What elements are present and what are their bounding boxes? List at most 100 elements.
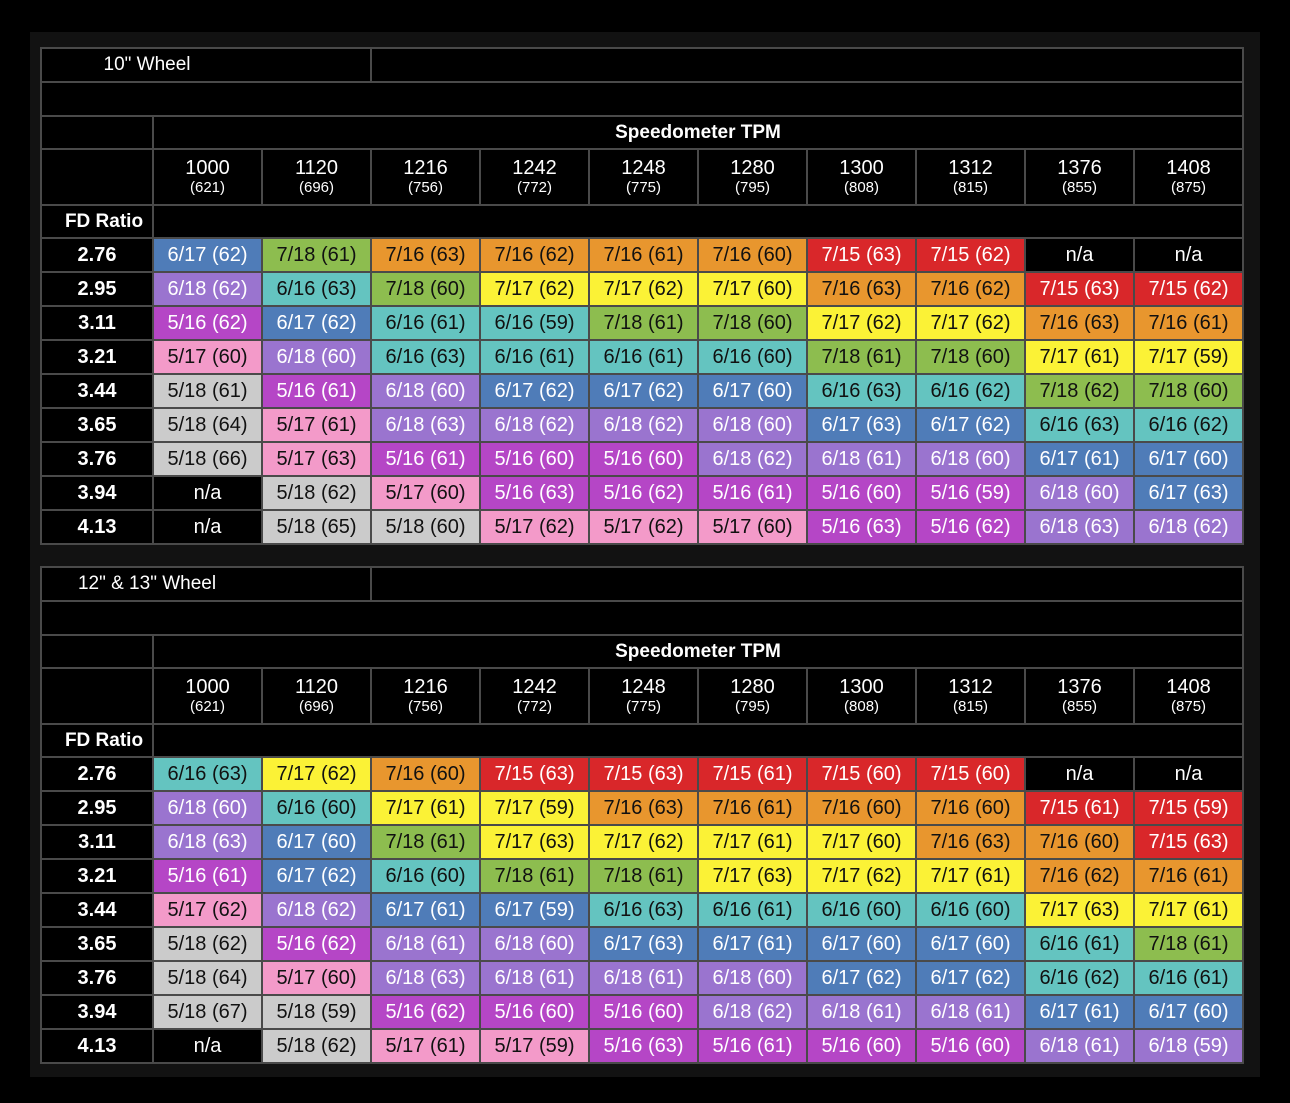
fd-ratio-value: 3.21 <box>40 858 154 894</box>
gear-cell: 6/17 (61) <box>697 926 809 962</box>
gear-cell: 7/15 (63) <box>806 237 918 273</box>
gear-cell: 6/16 (62) <box>915 373 1027 409</box>
gear-cell: 6/16 (60) <box>370 858 482 894</box>
gear-cell: 6/17 (61) <box>1024 994 1136 1030</box>
gear-cell: 6/16 (62) <box>1133 407 1245 443</box>
gear-cell: n/a <box>152 509 263 545</box>
gear-cell: 6/18 (62) <box>697 441 809 477</box>
gear-cell: 6/16 (61) <box>370 305 482 341</box>
gear-cell: 7/16 (63) <box>806 271 918 307</box>
table-row: 3.44 5/18 (61) 5/16 (61) 6/18 (60) 6/17 (62)… <box>40 373 1245 409</box>
gear-cell: 6/17 (62) <box>915 960 1027 996</box>
gear-cell: 6/17 (62) <box>152 237 263 273</box>
gear-cell: 6/17 (61) <box>1024 441 1136 477</box>
gear-cell: 5/17 (60) <box>697 509 809 545</box>
gear-cell: 6/18 (61) <box>806 994 918 1030</box>
column-header: 1376 (855) <box>1024 148 1136 206</box>
gear-cell: 6/17 (63) <box>1133 475 1245 511</box>
corner-cell <box>40 667 154 725</box>
tpm-value: 1248 <box>621 676 666 698</box>
fd-ratio-label: FD Ratio <box>40 204 154 239</box>
gear-cell: 7/16 (62) <box>915 271 1027 307</box>
gear-cell: 7/15 (63) <box>1024 271 1136 307</box>
gear-cell: 5/17 (60) <box>152 339 263 375</box>
gear-cell: 7/18 (61) <box>260 237 373 273</box>
gear-cell: 6/18 (61) <box>1024 1028 1136 1064</box>
table-row: 3.65 5/18 (62) 5/16 (62) 6/18 (61) 6/18 (60)… <box>40 926 1245 962</box>
tpm-value: 1000 <box>185 676 230 698</box>
gear-cell: 6/16 (63) <box>152 756 263 792</box>
gear-cell: 7/16 (61) <box>588 237 700 273</box>
fd-ratio-value: 4.13 <box>40 1028 154 1064</box>
corner-cell <box>40 634 154 669</box>
gear-cell: 7/16 (60) <box>806 790 918 826</box>
gear-cell: 5/18 (65) <box>260 509 373 545</box>
gear-cell: 6/17 (60) <box>1133 994 1245 1030</box>
gear-cell: 5/18 (62) <box>152 926 263 962</box>
tpm-sub-value: (772) <box>517 698 553 715</box>
tpm-sub-value: (696) <box>298 179 335 196</box>
tpm-value: 1408 <box>1166 157 1211 179</box>
tpm-value: 1280 <box>730 676 775 698</box>
table-title: 10" Wheel <box>39 47 373 83</box>
gear-cell: 7/18 (61) <box>588 305 700 341</box>
fd-ratio-value: 3.94 <box>40 994 154 1030</box>
fd-ratio-value: 3.76 <box>40 441 154 477</box>
column-header: 1300 (808) <box>806 667 918 725</box>
tpm-value: 1312 <box>948 157 993 179</box>
gear-cell: 7/18 (60) <box>697 305 809 341</box>
gear-cell: 7/17 (61) <box>915 858 1027 894</box>
column-header: 1408 (875) <box>1133 667 1245 725</box>
tpm-sub-value: (815) <box>953 698 989 715</box>
gear-cell: 5/18 (62) <box>260 1028 373 1064</box>
gear-cell: 6/17 (62) <box>260 858 373 894</box>
corner-cell <box>40 148 154 206</box>
gear-cell: 5/16 (62) <box>915 509 1027 545</box>
gear-cell: 7/16 (63) <box>588 790 700 826</box>
gear-cell: 7/16 (63) <box>370 237 482 273</box>
gear-cell: 5/17 (62) <box>588 509 700 545</box>
gear-cell: 5/17 (62) <box>152 892 263 928</box>
gear-cell: 5/18 (64) <box>152 407 263 443</box>
tpm-sub-value: (775) <box>626 698 662 715</box>
column-header: 1312 (815) <box>915 667 1027 725</box>
tpm-value: 1216 <box>403 157 448 179</box>
gear-cell: 7/17 (61) <box>697 824 809 860</box>
column-header: 1120 (696) <box>260 148 373 206</box>
gear-cell: 7/16 (60) <box>370 756 482 792</box>
gear-cell: 7/16 (60) <box>1024 824 1136 860</box>
gear-cell: 5/16 (60) <box>479 994 591 1030</box>
gear-cell: 7/15 (61) <box>697 756 809 792</box>
gear-cell: n/a <box>1024 756 1136 792</box>
gear-cell: 5/16 (59) <box>915 475 1027 511</box>
column-header: 1280 (795) <box>697 667 809 725</box>
column-header: 1216 (756) <box>370 148 482 206</box>
tpm-value: 1216 <box>403 676 448 698</box>
gear-cell: 5/16 (61) <box>697 1028 809 1064</box>
fd-ratio-value: 3.65 <box>40 926 154 962</box>
tpm-sub-value: (795) <box>735 179 771 196</box>
gear-cell: 7/16 (63) <box>915 824 1027 860</box>
gear-cell: 6/18 (60) <box>479 926 591 962</box>
gear-cell: 7/16 (62) <box>1024 858 1136 894</box>
gear-table: 10" Wheel Speedometer TPM 1000 (621) 1120 (69… <box>39 47 1245 545</box>
fd-ratio-value: 2.95 <box>40 790 154 826</box>
gear-cell: 6/18 (60) <box>1024 475 1136 511</box>
gear-cell: 6/18 (63) <box>152 824 263 860</box>
gear-cell: 6/18 (63) <box>370 960 482 996</box>
title-spacer <box>370 566 1245 602</box>
gear-cell: 5/17 (59) <box>479 1028 591 1064</box>
column-header: 1408 (875) <box>1133 148 1245 206</box>
gear-cell: 6/17 (60) <box>260 824 373 860</box>
speedometer-tpm-header: Speedometer TPM <box>151 634 1245 669</box>
gear-cell: 6/16 (63) <box>806 373 918 409</box>
gear-cell: 6/17 (59) <box>479 892 591 928</box>
column-header: 1248 (775) <box>588 667 700 725</box>
fd-ratio-value: 3.94 <box>40 475 154 511</box>
tpm-sub-value: (772) <box>517 179 553 196</box>
gear-cell: 6/18 (61) <box>588 960 700 996</box>
gear-cell: 7/17 (62) <box>479 271 591 307</box>
fd-ratio-value: 3.11 <box>40 305 154 341</box>
gear-cell: 7/15 (61) <box>1024 790 1136 826</box>
tpm-value: 1000 <box>185 157 230 179</box>
